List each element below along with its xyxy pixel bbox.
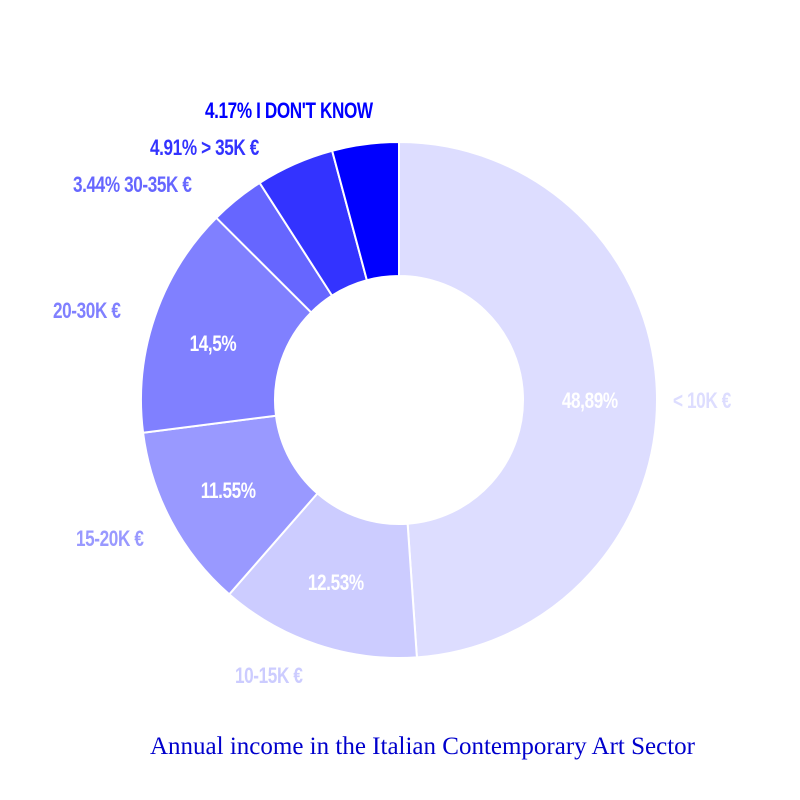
chart-title: Annual income in the Italian Contemporar… bbox=[150, 733, 695, 760]
value-label-20-30k: 14,5% bbox=[189, 331, 237, 356]
label-15-20k: 15-20K € bbox=[76, 526, 144, 551]
value-label-10-15k: 12.53% bbox=[308, 570, 364, 595]
label-10-15k: 10-15K € bbox=[235, 663, 303, 688]
donut-slices bbox=[140, 140, 658, 659]
label-over-35k: 4.91% > 35K € bbox=[150, 135, 259, 160]
label-20-30k: 20-30K € bbox=[53, 298, 121, 323]
slice-i-don-t-know bbox=[330, 140, 400, 282]
slice-10k bbox=[398, 140, 658, 659]
value-label-15-20k: 11.55% bbox=[200, 478, 256, 503]
slice-10-15k bbox=[227, 491, 418, 659]
value-label-under-10k: 48,89% bbox=[562, 388, 618, 413]
slice-20-30k bbox=[140, 216, 313, 434]
label-30-35k: 3.44% 30-35K € bbox=[73, 172, 192, 197]
label-under-10k: < 10K € bbox=[673, 388, 731, 413]
label-dont-know: 4.17% I DON'T KNOW bbox=[205, 98, 373, 123]
